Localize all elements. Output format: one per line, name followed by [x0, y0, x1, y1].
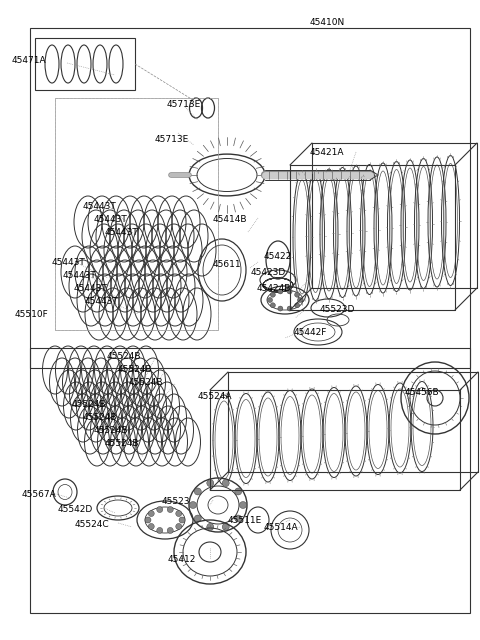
- Text: 45524B: 45524B: [94, 426, 129, 435]
- Text: 45510F: 45510F: [15, 310, 49, 319]
- Text: 45524B: 45524B: [72, 400, 107, 409]
- Circle shape: [190, 502, 196, 509]
- Circle shape: [157, 527, 163, 534]
- Text: 45713E: 45713E: [155, 135, 189, 144]
- Text: 45524B: 45524B: [118, 365, 153, 374]
- Circle shape: [157, 506, 163, 513]
- Text: 45423D: 45423D: [251, 268, 286, 277]
- Text: 45443T: 45443T: [94, 215, 128, 224]
- Text: 45542D: 45542D: [58, 505, 93, 514]
- Text: 45414B: 45414B: [213, 215, 248, 224]
- Circle shape: [270, 292, 276, 297]
- Circle shape: [222, 524, 229, 531]
- Circle shape: [179, 517, 185, 523]
- Text: 45524B: 45524B: [83, 413, 118, 422]
- Circle shape: [167, 527, 173, 534]
- Text: 45514A: 45514A: [264, 523, 299, 532]
- Text: 45524B: 45524B: [129, 378, 164, 387]
- Text: 45511E: 45511E: [228, 516, 262, 525]
- Circle shape: [298, 298, 302, 303]
- Circle shape: [176, 511, 182, 516]
- Circle shape: [194, 488, 201, 495]
- Circle shape: [295, 303, 300, 308]
- Circle shape: [176, 524, 182, 529]
- Text: 45443T: 45443T: [63, 271, 97, 280]
- Circle shape: [207, 524, 214, 531]
- Circle shape: [235, 488, 242, 495]
- Text: 45524C: 45524C: [75, 520, 109, 529]
- Circle shape: [287, 306, 292, 311]
- Text: 45524B: 45524B: [107, 352, 142, 361]
- Text: 45410N: 45410N: [310, 18, 345, 27]
- Circle shape: [194, 515, 201, 522]
- Circle shape: [287, 289, 292, 294]
- Text: 45456B: 45456B: [405, 388, 440, 397]
- Circle shape: [270, 303, 276, 308]
- Text: 45443T: 45443T: [74, 284, 108, 293]
- Text: 45424B: 45424B: [257, 284, 291, 293]
- Bar: [30, 348, 470, 613]
- Bar: [30, 28, 470, 368]
- Text: 45523D: 45523D: [320, 305, 355, 314]
- Circle shape: [167, 506, 173, 513]
- Text: 45422: 45422: [264, 252, 292, 261]
- Text: 45442F: 45442F: [294, 328, 327, 337]
- Text: 45523: 45523: [162, 497, 191, 506]
- Text: 45421A: 45421A: [310, 148, 345, 157]
- Circle shape: [235, 515, 242, 522]
- Circle shape: [148, 511, 154, 516]
- Circle shape: [240, 502, 247, 509]
- Circle shape: [148, 524, 154, 529]
- Text: 45611: 45611: [213, 260, 241, 269]
- Text: 45443T: 45443T: [52, 258, 86, 267]
- Text: 45471A: 45471A: [12, 56, 47, 65]
- Text: 45524B: 45524B: [105, 439, 140, 448]
- Text: 45567A: 45567A: [22, 490, 57, 499]
- Circle shape: [278, 306, 283, 311]
- Circle shape: [295, 292, 300, 297]
- Circle shape: [222, 479, 229, 486]
- Circle shape: [267, 298, 273, 303]
- Text: 45412: 45412: [168, 555, 196, 564]
- Circle shape: [145, 517, 151, 523]
- Circle shape: [207, 479, 214, 486]
- Text: 45443T: 45443T: [105, 228, 139, 237]
- Text: 45713E: 45713E: [167, 100, 201, 109]
- Text: 45443T: 45443T: [85, 297, 119, 306]
- Bar: [35, 38, 135, 90]
- Circle shape: [278, 289, 283, 294]
- Text: 45443T: 45443T: [83, 202, 117, 211]
- Text: 45524A: 45524A: [198, 392, 232, 401]
